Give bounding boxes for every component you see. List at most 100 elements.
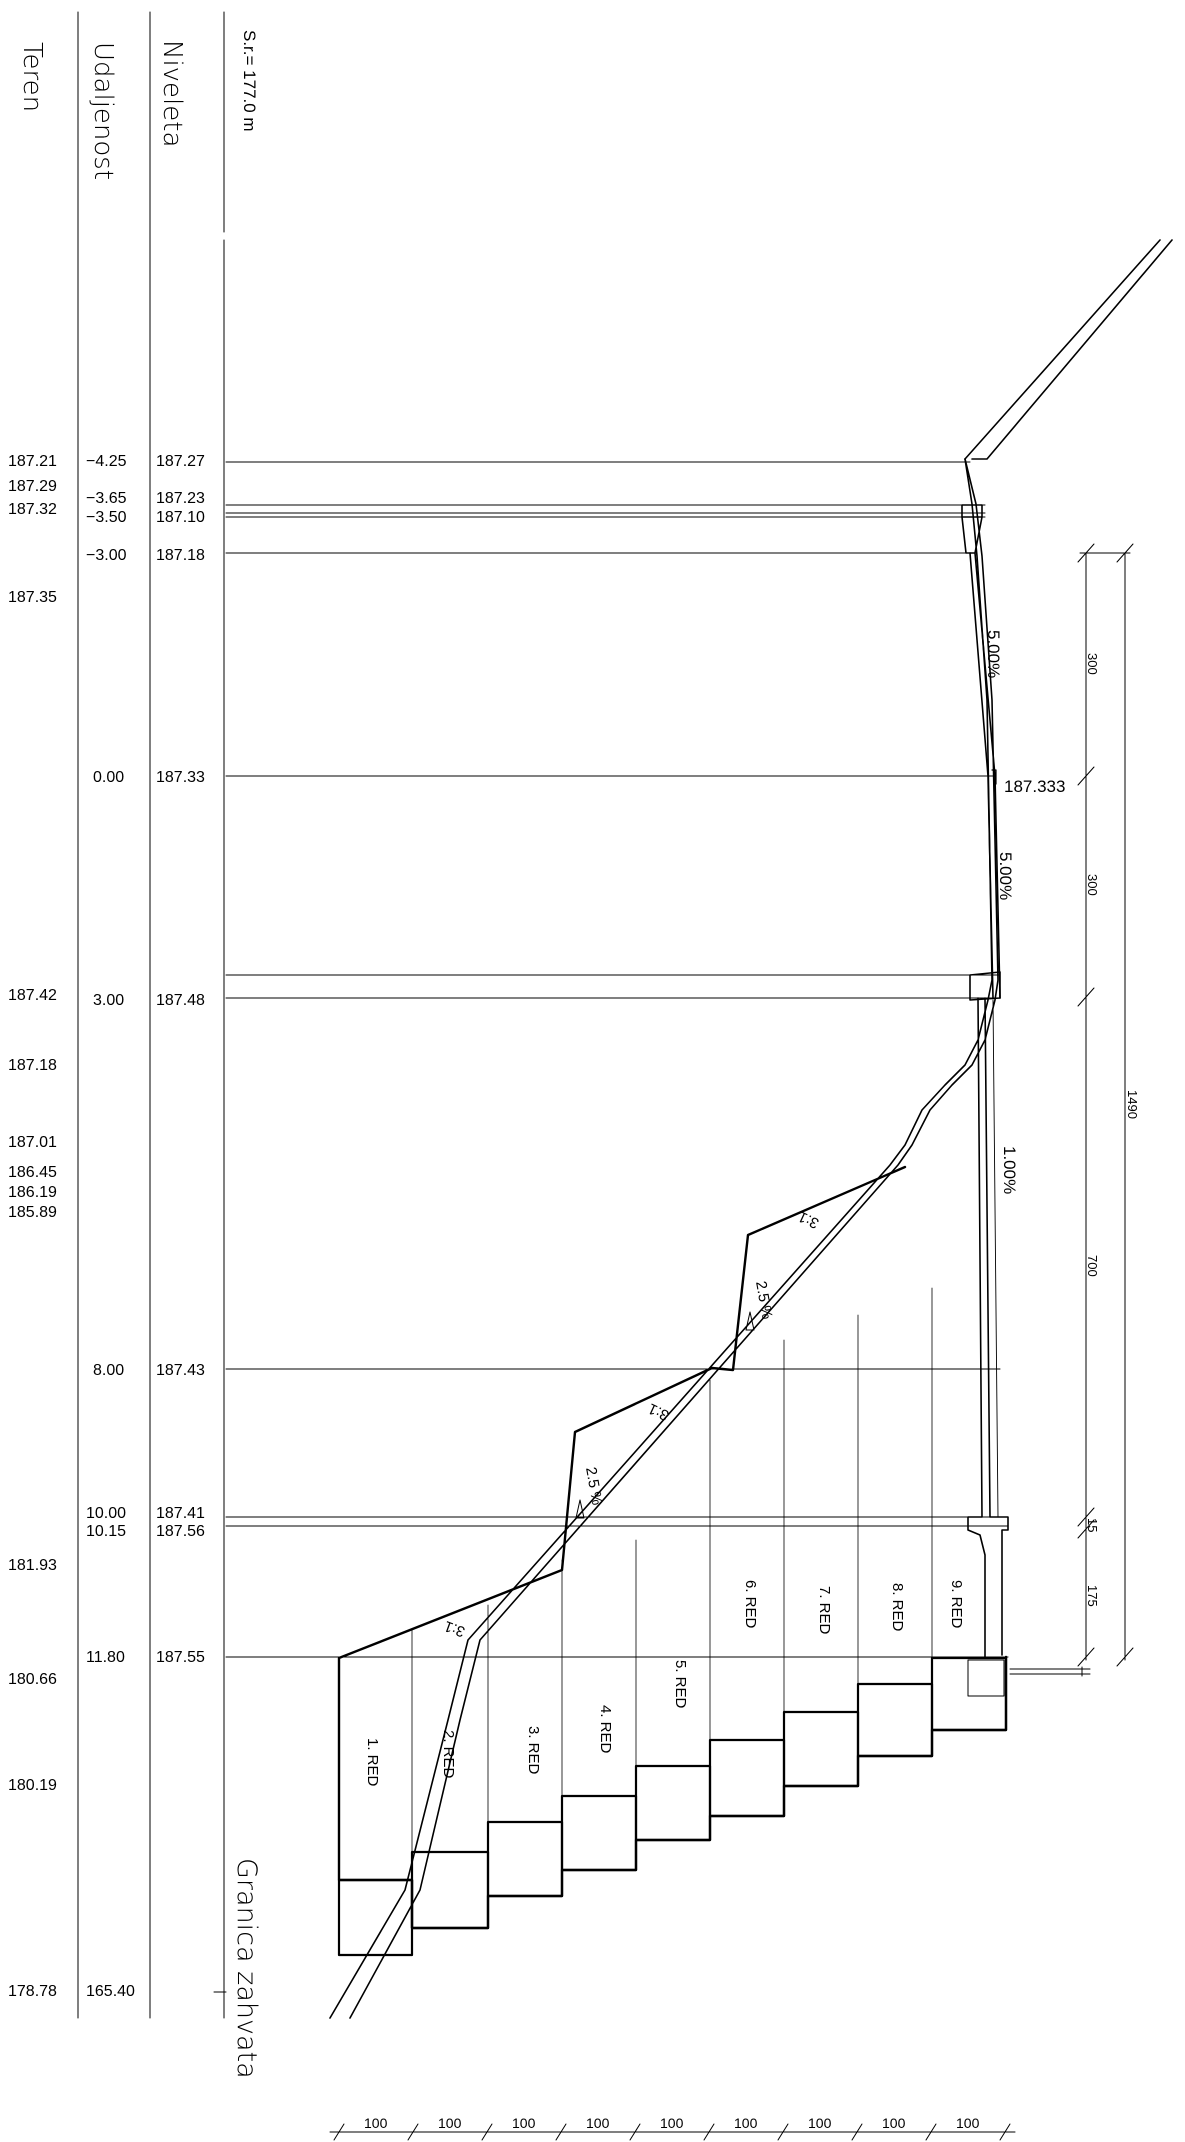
teren-value: 187.01 bbox=[8, 1134, 57, 1151]
concrete-block bbox=[967, 1659, 1005, 1697]
axis-elevation-label: 187.333 bbox=[1004, 777, 1065, 796]
row-label: 5. RED bbox=[672, 1660, 689, 1709]
retaining-wall bbox=[337, 1165, 1008, 1930]
dimension-label: 100 bbox=[956, 2115, 980, 2131]
footing-block bbox=[486, 1820, 564, 1898]
dimension-label: 1490 bbox=[1125, 1090, 1140, 1119]
axis-marker: 187.333 bbox=[991, 769, 1065, 796]
table-values: 187.21 −4.25 187.27 187.29 −3.65 187.23 … bbox=[8, 453, 205, 2000]
bench-slope-label: 2.5 % bbox=[582, 1466, 605, 1507]
udaljenost-value: 11.80 bbox=[86, 1649, 125, 1666]
dimension-label: 100 bbox=[734, 2115, 758, 2131]
wall-slope-labels: 3:1 3:1 3:1 2.5 % 2.5 % bbox=[442, 1208, 822, 1641]
niveleta-value: 187.18 bbox=[156, 547, 205, 564]
niveleta-value: 187.56 bbox=[156, 1523, 205, 1540]
row-label: 9. RED bbox=[948, 1580, 965, 1629]
footing-block bbox=[782, 1710, 860, 1788]
row-label: 3. RED bbox=[525, 1726, 542, 1775]
dimension-label: 300 bbox=[1085, 653, 1100, 675]
row-label: 2. RED bbox=[440, 1730, 457, 1779]
niveleta-value: 187.23 bbox=[156, 490, 205, 507]
udaljenost-value: 10.15 bbox=[86, 1523, 126, 1540]
wall-slope-label: 3:1 bbox=[796, 1208, 822, 1232]
scale-label: S.r.= 177.0 m bbox=[240, 30, 259, 132]
dimension-label: 100 bbox=[586, 2115, 610, 2131]
bottom-dimension-chain bbox=[329, 2123, 1016, 2141]
dimension-label: 175 bbox=[1085, 1585, 1100, 1607]
dimension-label: 15 bbox=[1085, 1518, 1100, 1532]
dimension-label: 100 bbox=[438, 2115, 462, 2131]
footing-block bbox=[560, 1794, 638, 1872]
niveleta-value: 187.41 bbox=[156, 1505, 205, 1522]
teren-value: 178.78 bbox=[8, 1983, 57, 2000]
dimension-label: 100 bbox=[660, 2115, 684, 2131]
row-dividers bbox=[411, 1287, 933, 1853]
teren-value: 180.66 bbox=[8, 1671, 57, 1688]
teren-value: 187.29 bbox=[8, 478, 57, 495]
dimension-label: 300 bbox=[1085, 874, 1100, 896]
udaljenost-value: 165.40 bbox=[86, 1983, 135, 2000]
table-grid bbox=[77, 11, 225, 2019]
teren-value: 187.35 bbox=[8, 589, 57, 606]
dimension-label: 100 bbox=[512, 2115, 536, 2131]
row-label: 1. RED bbox=[364, 1738, 381, 1787]
dimension-label: 700 bbox=[1085, 1255, 1100, 1277]
boundary-label: Granica zahvata bbox=[231, 1858, 262, 2079]
station-lines bbox=[225, 461, 1009, 1658]
niveleta-value: 187.48 bbox=[156, 992, 205, 1009]
udaljenost-header: Udaljenost bbox=[88, 42, 118, 180]
footing-block bbox=[337, 1878, 414, 1957]
niveleta-value: 187.55 bbox=[156, 1649, 205, 1666]
footing-block bbox=[410, 1850, 490, 1930]
slope-labels: 5.00% 5.00% 1.00% bbox=[984, 630, 1019, 1194]
bottom-dimension-labels: 100 100 100 100 100 100 100 100 100 bbox=[364, 2115, 980, 2131]
wall-slope-label: 3:1 bbox=[646, 1400, 672, 1424]
teren-value: 181.93 bbox=[8, 1557, 57, 1574]
niveleta-header: Niveleta bbox=[157, 40, 187, 147]
udaljenost-value: −4.25 bbox=[86, 453, 127, 470]
udaljenost-value: 3.00 bbox=[93, 992, 124, 1009]
teren-value: 187.18 bbox=[8, 1057, 57, 1074]
teren-value: 185.89 bbox=[8, 1204, 57, 1221]
wall-slope-label: 3:1 bbox=[442, 1617, 467, 1640]
teren-value: 186.19 bbox=[8, 1184, 57, 1201]
slope-low-label: 1.00% bbox=[1000, 1146, 1019, 1194]
row-label: 7. RED bbox=[816, 1586, 833, 1635]
udaljenost-value: −3.00 bbox=[86, 547, 127, 564]
footing-block bbox=[930, 1656, 1008, 1732]
bench-slope-label: 2.5 % bbox=[752, 1280, 775, 1321]
row-label: 4. RED bbox=[597, 1705, 614, 1754]
row-label: 6. RED bbox=[742, 1580, 759, 1629]
row-labels: 1. RED 2. RED 3. RED 4. RED 5. RED 6. RE… bbox=[364, 1580, 965, 1787]
slope-top-label: 5.00% bbox=[984, 630, 1003, 678]
udaljenost-value: 10.00 bbox=[86, 1505, 126, 1522]
udaljenost-value: −3.50 bbox=[86, 509, 127, 526]
teren-value: 187.32 bbox=[8, 501, 57, 518]
teren-header: Teren bbox=[17, 42, 47, 112]
right-dimension-chain bbox=[1009, 543, 1134, 1677]
teren-value: 187.21 bbox=[8, 453, 57, 470]
niveleta-value: 187.43 bbox=[156, 1362, 205, 1379]
road-pavement bbox=[961, 504, 1009, 1658]
row-label: 8. RED bbox=[889, 1583, 906, 1632]
udaljenost-value: 8.00 bbox=[93, 1362, 124, 1379]
teren-value: 180.19 bbox=[8, 1777, 57, 1794]
footing-block bbox=[856, 1682, 934, 1758]
teren-value: 186.45 bbox=[8, 1164, 57, 1181]
niveleta-value: 187.10 bbox=[156, 509, 205, 526]
niveleta-value: 187.33 bbox=[156, 769, 205, 786]
dimension-label: 100 bbox=[364, 2115, 388, 2131]
dimension-label: 100 bbox=[808, 2115, 832, 2131]
footing-block bbox=[634, 1764, 712, 1842]
teren-value: 187.42 bbox=[8, 987, 57, 1004]
footing-blocks bbox=[337, 1656, 1008, 1957]
slope-mid-label: 5.00% bbox=[996, 852, 1015, 900]
right-dimension-labels: 300 300 700 15 175 1490 bbox=[1085, 653, 1140, 1607]
footing-block bbox=[708, 1738, 786, 1818]
udaljenost-value: 0.00 bbox=[93, 769, 124, 786]
dimension-label: 100 bbox=[882, 2115, 906, 2131]
niveleta-value: 187.27 bbox=[156, 453, 205, 470]
udaljenost-value: −3.65 bbox=[86, 490, 127, 507]
